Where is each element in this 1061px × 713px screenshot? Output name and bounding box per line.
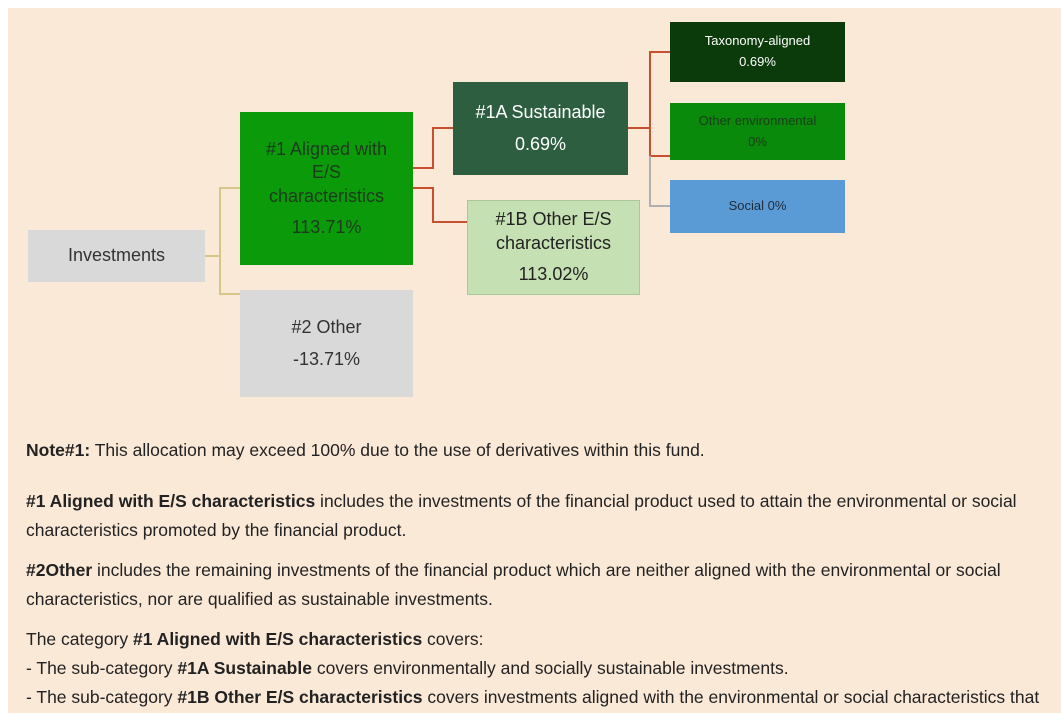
node: Investments [28, 230, 205, 282]
node: Taxonomy-aligned 0.69% [670, 22, 845, 82]
connector [628, 51, 670, 129]
node: Social 0% [670, 180, 845, 233]
node-label: characteristics [495, 232, 612, 253]
node: #1B Other E/S characteristics 113.02% [467, 200, 640, 295]
text-run: #1 Aligned with E/S characteristics [133, 629, 423, 649]
paragraph: #2Other includes the remaining investmen… [26, 556, 1051, 614]
node-value: 113.71% [291, 216, 362, 237]
node-label: Taxonomy-aligned [704, 33, 811, 49]
text-run: This allocation may exceed 100% due to t… [90, 440, 705, 460]
paragraph: The category #1 Aligned with E/S charact… [26, 625, 1051, 654]
connectors [205, 51, 670, 295]
node-label: E/S [311, 162, 341, 183]
paragraph: #1 Aligned with E/S characteristics incl… [26, 487, 1051, 545]
node: #1A Sustainable 0.69% [453, 82, 628, 175]
node-label: #1 Aligned with [265, 138, 388, 159]
connector [413, 187, 467, 223]
node-label: characteristics [268, 185, 385, 206]
paragraph: - The sub-category #1A Sustainable cover… [26, 654, 1051, 683]
node: #1 Aligned with E/S characteristics 113.71% [240, 112, 413, 265]
connector [205, 187, 240, 257]
node-value: 0% [748, 133, 767, 149]
node: Other environmental 0% [670, 103, 845, 160]
connector [649, 156, 670, 207]
text-run: covers: [422, 629, 484, 649]
node-value: -13.71% [292, 348, 361, 369]
node-label: Investments [67, 245, 166, 266]
panel: Investments #1 Aligned with E/S characteris… [8, 8, 1061, 713]
node-label: #2 Other [291, 317, 362, 338]
text-run: includes the remaining investments of th… [26, 560, 1001, 609]
node-label: Social 0% [728, 198, 787, 214]
text-run: includes the investments of the financia… [26, 491, 1017, 540]
node-value: 0.69% [514, 133, 567, 154]
node-label: #1A Sustainable [475, 102, 606, 123]
node-value: 113.02% [518, 264, 589, 285]
text-run: - The sub-category [26, 658, 178, 678]
text-run: #1 Aligned with E/S characteristics [26, 491, 316, 511]
connector [219, 256, 240, 295]
text-run: The category [26, 629, 133, 649]
paragraph: Note#1: This allocation may exceed 100% … [26, 436, 1051, 465]
node-value: 0.69% [739, 54, 776, 69]
connector [628, 127, 670, 157]
text-run: covers environmentally and socially sust… [311, 658, 789, 678]
node-label: #1B Other E/S [495, 209, 612, 230]
paragraph: - The sub-category #1B Other E/S charact… [26, 683, 1051, 713]
node: #2 Other -13.71% [240, 290, 413, 397]
text-run: #1A Sustainable [177, 658, 312, 678]
node-label: Other environmental [698, 112, 817, 128]
text-run: #1B Other E/S characteristics [177, 687, 423, 707]
text-run: covers investments aligned with the envi… [427, 687, 1040, 707]
connector [413, 127, 453, 169]
body-text: Note#1: This allocation may exceed 100% … [26, 436, 1051, 713]
text-run: - The sub-category [26, 687, 178, 707]
text-run: Note#1: [26, 440, 91, 460]
text-run: #2Other [26, 560, 93, 580]
